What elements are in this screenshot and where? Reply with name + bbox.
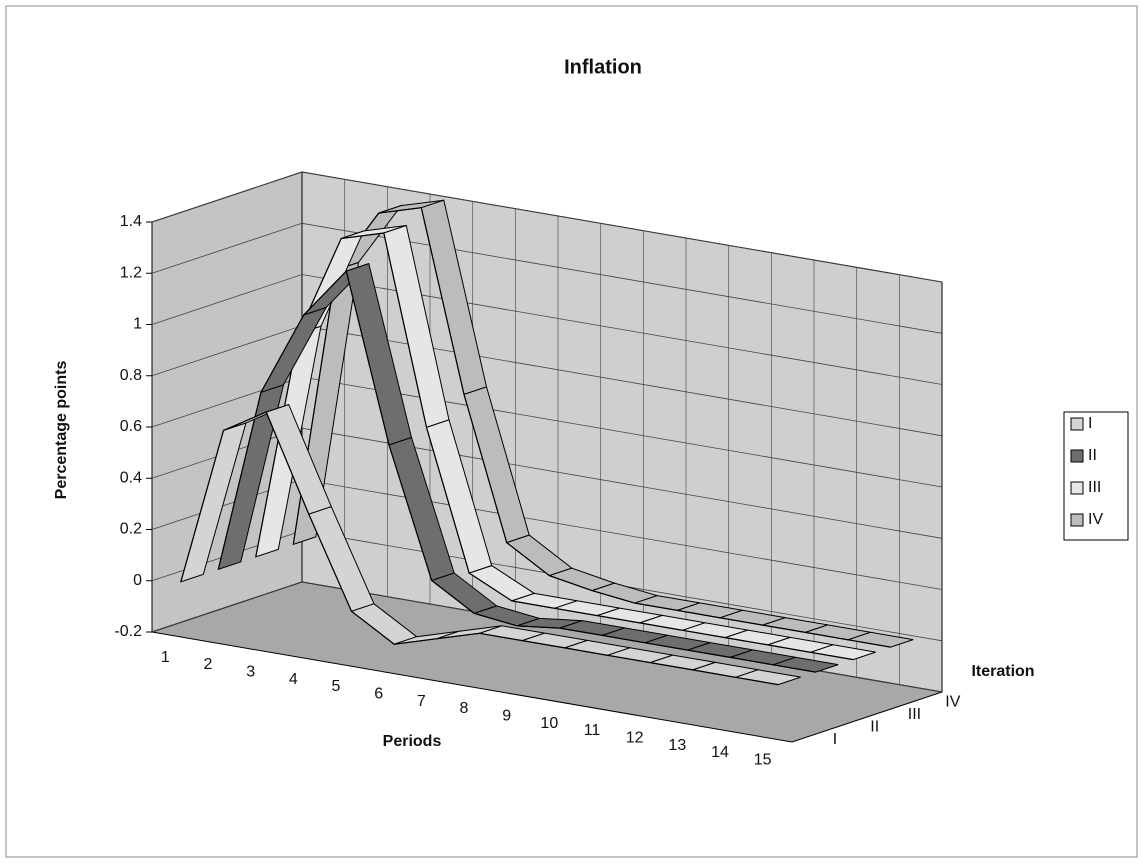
grid-line — [151, 222, 943, 334]
y-tick-label: 1.4 — [120, 213, 142, 230]
grid-line — [151, 171, 943, 283]
ribbon-edge — [292, 207, 891, 648]
y-tick-label: 1.2 — [120, 264, 142, 281]
y-tick-label: 0.4 — [120, 469, 142, 486]
x-tick-label: 5 — [332, 678, 341, 695]
z-tick-label: II — [870, 718, 879, 735]
x-tick-label: 6 — [374, 686, 383, 703]
legend-swatch — [1070, 481, 1084, 495]
chart-title: Inflation — [564, 56, 642, 78]
x-tick-label: 4 — [289, 671, 298, 688]
z-tick-label: IV — [945, 693, 960, 710]
legend-label: IV — [1088, 511, 1103, 528]
y-axis-label: Percentage points — [53, 361, 70, 500]
x-tick-label: 7 — [417, 693, 426, 710]
x-tick-label: 14 — [711, 744, 729, 761]
x-tick-label: 12 — [626, 730, 644, 747]
legend-swatch — [1070, 417, 1084, 431]
y-tick-label: 0.2 — [120, 521, 142, 538]
x-tick-label: 11 — [584, 722, 601, 739]
y-tick-label: 0 — [133, 572, 142, 589]
ribbon-edge — [255, 232, 854, 661]
z-axis-label: Iteration — [971, 663, 1034, 680]
x-tick-label: 2 — [204, 656, 213, 673]
x-tick-label: 9 — [502, 708, 511, 725]
legend-label: II — [1088, 447, 1097, 464]
legend-swatch — [1070, 513, 1084, 527]
grid-line — [151, 427, 943, 539]
grid-line — [151, 274, 943, 385]
x-tick-label: 10 — [540, 715, 558, 732]
ribbon-edge — [180, 411, 779, 686]
y-tick-label: -0.2 — [114, 623, 142, 640]
z-tick-label: I — [833, 731, 837, 748]
ribbon-edge — [217, 269, 816, 673]
x-tick-label: 8 — [460, 700, 469, 717]
legend-label: III — [1088, 479, 1101, 496]
x-tick-label: 3 — [246, 664, 255, 681]
y-tick-label: 0.6 — [120, 418, 142, 435]
x-tick-label: 13 — [668, 737, 686, 754]
x-tick-label: 1 — [161, 649, 170, 666]
y-tick-label: 1 — [133, 316, 142, 333]
z-tick-label: III — [908, 706, 921, 723]
x-axis-label: Periods — [383, 733, 442, 750]
legend-label: I — [1088, 415, 1092, 432]
y-tick-label: 0.8 — [120, 367, 142, 384]
legend-swatch — [1070, 449, 1084, 463]
x-tick-label: 15 — [754, 752, 772, 769]
